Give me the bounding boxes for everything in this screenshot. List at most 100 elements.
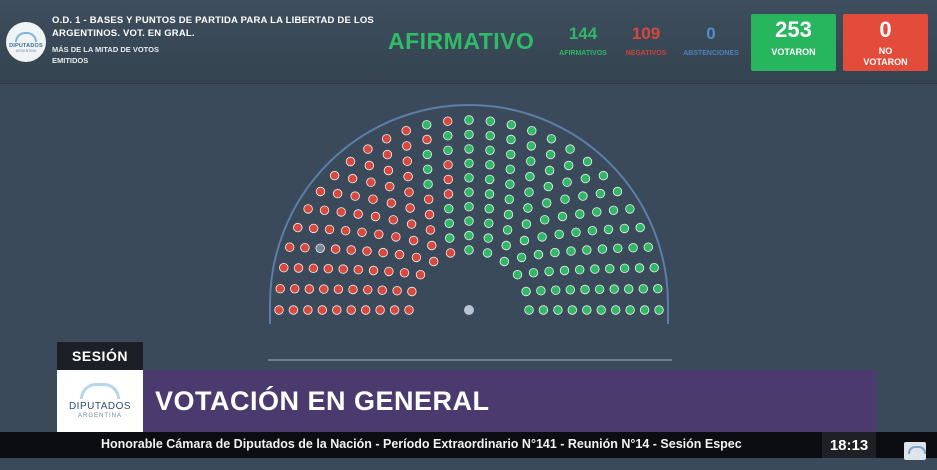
seat [383,165,394,176]
motion-title: O.D. 1 - BASES Y PUNTOS DE PARTIDA PARA … [52,15,374,39]
seat [628,242,638,253]
seat [293,263,304,273]
seat [348,284,358,295]
seat [550,247,560,258]
seat [553,305,563,315]
affirmative-number: 144 [568,24,598,43]
news-ticker: Honorable Cámara de Diputados de la Naci… [0,432,937,458]
seat [361,305,371,315]
seat [443,116,453,126]
negative-number: 109 [631,24,661,43]
seat [605,263,615,274]
seat [285,242,295,252]
seat [590,264,600,274]
seat [350,191,360,201]
seat [521,219,532,229]
seat [323,263,334,274]
seat [611,305,621,315]
seat [483,233,494,243]
seat [408,235,419,246]
presidency-seat [464,305,474,315]
seat [330,244,341,254]
seat [333,284,344,295]
seat [444,218,454,229]
vote-result: AFIRMATIVO [388,28,535,54]
seat [551,285,561,295]
seat [654,305,664,315]
seat [370,211,381,222]
seat [332,305,342,315]
seat [484,218,494,229]
seat [315,243,325,254]
seat [319,284,329,294]
seat [597,244,608,254]
seat [444,203,454,214]
abstentions-number: 0 [706,24,716,43]
seat [385,181,395,192]
seat [332,188,343,199]
voted-number: 253 [775,17,812,42]
seat [485,131,495,141]
majority-requirement: MÁS DE LA MITAD DE VOTOS EMITIDOS [52,45,159,65]
seat [405,203,415,213]
seat [304,284,315,294]
seat [403,171,413,182]
seat [499,256,510,267]
voted-label: VOTARON [771,47,816,57]
not-voted-box: 0 NO VOTARON [843,14,928,71]
seat [443,174,454,185]
seat [505,164,516,175]
seat [544,165,555,176]
seat [527,126,537,136]
seat [368,194,378,204]
seat [274,305,284,315]
seat [484,189,495,199]
seat [533,249,544,260]
seat [279,262,289,273]
seat [464,144,474,154]
seat [524,187,534,197]
seat [404,187,414,197]
seat [388,215,399,225]
negative-label: NEGATIVOS [625,50,667,57]
seat [464,129,474,140]
seat [402,156,413,166]
seat [336,207,346,217]
seat [464,201,474,212]
seat [362,246,372,256]
seat [625,204,635,214]
seat [525,171,535,182]
lower-third-logo: DIPUTADOS ARGENTINA [57,370,143,432]
seat [394,249,405,260]
seat [324,224,335,235]
seat [543,181,554,192]
ticker-text: Honorable Cámara de Diputados de la Naci… [101,437,742,451]
seat [303,305,313,315]
seat [315,186,326,197]
seat [596,305,606,315]
logo-arc-icon [80,383,120,399]
seat [363,144,373,154]
seat [422,149,433,160]
seat [502,225,513,235]
seat [649,262,659,273]
not-voted-number: 0 [879,17,892,42]
seat [612,186,623,197]
lower-third-title: VOTACIÓN EN GENERAL [155,385,490,416]
seat [317,305,328,315]
seat [519,235,530,246]
affirmative-label: AFIRMATIVOS [559,50,607,57]
seat [347,173,358,184]
seat [598,170,609,181]
seat [624,284,634,294]
seat [423,164,433,175]
seat [537,232,547,242]
seat [544,266,554,277]
logo-subtext: ARGENTINA [77,413,122,419]
seat [564,160,574,171]
seat [505,179,515,189]
seat [338,264,348,274]
seat [423,179,433,189]
seat [386,198,397,208]
seat [464,230,474,241]
